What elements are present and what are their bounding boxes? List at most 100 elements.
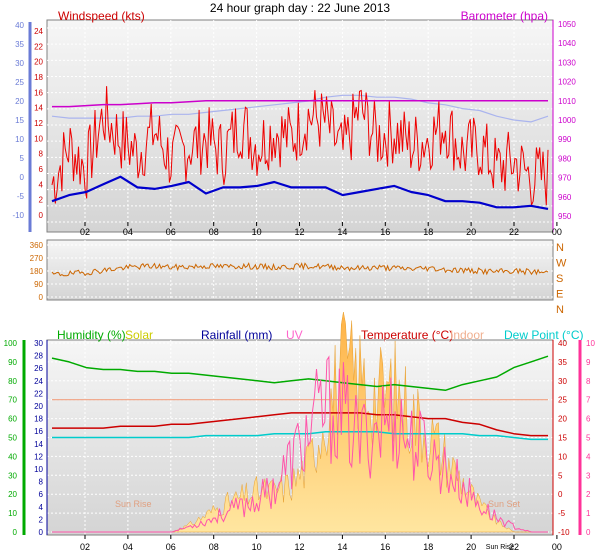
x-tick-label: 02 bbox=[80, 542, 90, 552]
tick-label: 990 bbox=[558, 135, 572, 144]
tick-label: 90 bbox=[34, 280, 43, 289]
tick-label: 970 bbox=[558, 174, 572, 183]
tick-label: -10 bbox=[558, 528, 570, 537]
tick-label: 1030 bbox=[558, 58, 576, 67]
tick-label: 9 bbox=[586, 358, 591, 367]
tick-label: 90 bbox=[8, 358, 17, 367]
tick-label: 60 bbox=[8, 415, 17, 424]
compass-label: W bbox=[556, 258, 567, 270]
x-tick-label: 04 bbox=[123, 542, 133, 552]
series-outer-line bbox=[51, 94, 549, 123]
x-tick-label: 00 bbox=[552, 227, 562, 237]
x-tick-label: 08 bbox=[209, 542, 219, 552]
tick-label: 8 bbox=[586, 377, 591, 386]
tick-label: 0 bbox=[39, 528, 44, 537]
tick-label: 8 bbox=[39, 478, 44, 487]
tick-label: 22 bbox=[34, 389, 43, 398]
compass-label: N bbox=[556, 304, 564, 316]
tick-label: 2 bbox=[39, 196, 44, 205]
series-barometer bbox=[52, 100, 548, 108]
series-windspeed-gust bbox=[51, 86, 549, 206]
tick-label: 15 bbox=[558, 434, 567, 443]
tick-label: 0 bbox=[20, 173, 25, 182]
tick-label: 5 bbox=[558, 471, 563, 480]
tick-label: 40 bbox=[558, 339, 567, 348]
x-tick-label-extra: Sun Rise bbox=[486, 544, 515, 551]
tick-label: 20 bbox=[34, 402, 43, 411]
tick-label: 24 bbox=[34, 377, 43, 386]
x-tick-label: 00 bbox=[552, 542, 562, 552]
tick-label: 40 bbox=[8, 452, 17, 461]
tick-label: 0 bbox=[558, 490, 563, 499]
tick-label: 1010 bbox=[558, 97, 576, 106]
tick-label: 30 bbox=[8, 471, 17, 480]
tick-label: 2 bbox=[586, 490, 591, 499]
x-tick-label: 18 bbox=[423, 227, 433, 237]
series-dewpoint bbox=[52, 431, 548, 441]
tick-label: 40 bbox=[15, 21, 24, 30]
tick-label: 24 bbox=[34, 27, 43, 36]
series-wind-direction bbox=[51, 262, 549, 277]
tick-label: 80 bbox=[8, 377, 17, 386]
tick-label: 18 bbox=[34, 73, 43, 82]
tick-label: 8 bbox=[39, 150, 44, 159]
tick-label: 30 bbox=[558, 377, 567, 386]
tick-label: 4 bbox=[39, 503, 44, 512]
tick-label: 12 bbox=[34, 452, 43, 461]
tick-label: 10 bbox=[34, 134, 43, 143]
x-tick-label: 14 bbox=[337, 542, 347, 552]
tick-label: 20 bbox=[15, 97, 24, 106]
tick-label: 16 bbox=[34, 88, 43, 97]
x-tick-label: 04 bbox=[123, 227, 133, 237]
tick-label: 270 bbox=[30, 254, 44, 263]
tick-label: 5 bbox=[20, 154, 25, 163]
legend-humidity: Humidity (%) bbox=[57, 328, 126, 342]
legend-rainfall: Rainfall (mm) bbox=[201, 328, 272, 342]
tick-label: 1 bbox=[586, 509, 591, 518]
tick-label: 26 bbox=[34, 364, 43, 373]
legend-uv: UV bbox=[286, 328, 303, 342]
tick-label: 7 bbox=[586, 396, 591, 405]
tick-label: 70 bbox=[8, 396, 17, 405]
x-tick-label: 22 bbox=[509, 227, 519, 237]
tick-label: 18 bbox=[34, 415, 43, 424]
x-tick-label: 16 bbox=[380, 542, 390, 552]
legend-solar: Solar bbox=[125, 328, 153, 342]
tick-label: 3 bbox=[586, 471, 591, 480]
tick-label: 0 bbox=[586, 528, 591, 537]
tick-label: 10 bbox=[8, 509, 17, 518]
tick-label: 2 bbox=[39, 515, 44, 524]
tick-label: 30 bbox=[15, 59, 24, 68]
legend-dewpoint: Dew Point (°C) bbox=[504, 328, 583, 342]
x-tick-label: 18 bbox=[423, 542, 433, 552]
tick-label: 28 bbox=[34, 352, 43, 361]
tick-label: 100 bbox=[4, 339, 18, 348]
tick-label: 10 bbox=[558, 452, 567, 461]
tick-label: 5 bbox=[586, 434, 591, 443]
tick-label: 35 bbox=[558, 358, 567, 367]
panel2-series bbox=[51, 262, 549, 277]
tick-label: 35 bbox=[15, 40, 24, 49]
x-tick-label: 16 bbox=[380, 227, 390, 237]
tick-label: 20 bbox=[558, 415, 567, 424]
tick-label: -10 bbox=[12, 211, 24, 220]
x-tick-label: 20 bbox=[466, 542, 476, 552]
tick-label: 1040 bbox=[558, 39, 576, 48]
tick-label: -5 bbox=[558, 509, 566, 518]
tick-label: 25 bbox=[558, 396, 567, 405]
series-windspeed-avg bbox=[51, 175, 549, 210]
series-humidity bbox=[51, 355, 549, 392]
tick-label: 50 bbox=[8, 434, 17, 443]
tick-label: 960 bbox=[558, 193, 572, 202]
tick-label: 10 bbox=[15, 135, 24, 144]
tick-label: 360 bbox=[30, 241, 44, 250]
legend-windspeed: Windspeed (kts) bbox=[58, 9, 145, 23]
panel1-series bbox=[51, 86, 549, 210]
legend-temperature: Temperature (°C) bbox=[361, 328, 453, 342]
tick-label: 20 bbox=[8, 490, 17, 499]
tick-label: 1000 bbox=[558, 116, 576, 125]
x-tick-label: 12 bbox=[294, 542, 304, 552]
